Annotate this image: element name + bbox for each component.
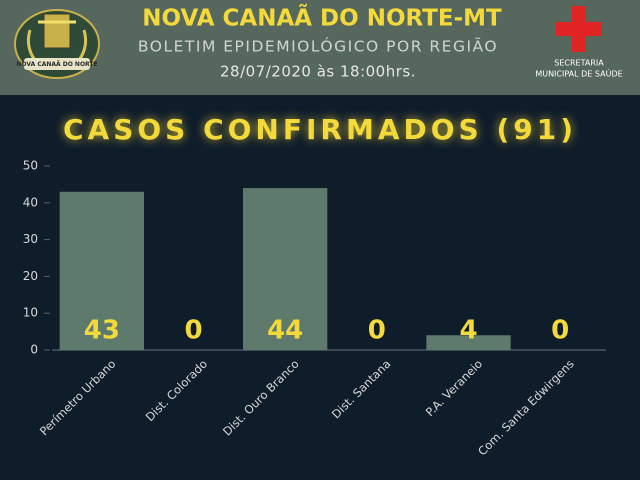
x-tick-label: Dist. Colorado bbox=[143, 357, 210, 424]
x-tick-label: Dist. Ouro Branco bbox=[220, 357, 302, 439]
y-tick-label: 50 bbox=[23, 159, 38, 173]
chart-title: CASOS CONFIRMADOS (91) bbox=[63, 113, 577, 146]
x-tick-label: P.A. Veraneio bbox=[423, 357, 485, 419]
header-date: 28/07/2020 às 18:00hrs. bbox=[220, 63, 416, 81]
y-tick-label: 30 bbox=[23, 232, 38, 246]
value-label: 0 bbox=[368, 316, 386, 346]
y-tick-label: 20 bbox=[23, 269, 38, 283]
x-tick-label: Dist. Santana bbox=[329, 357, 394, 422]
bar bbox=[243, 188, 328, 350]
secretaria-line2: MUNICIPAL DE SAÚDE bbox=[535, 68, 622, 79]
bar bbox=[426, 335, 511, 350]
header-title: NOVA CANAÃ DO NORTE-MT bbox=[142, 4, 502, 32]
y-tick-label: 10 bbox=[23, 306, 38, 320]
y-tick-label: 40 bbox=[23, 195, 38, 209]
x-tick-label: Com. Santa Edwirgens bbox=[475, 357, 577, 459]
header-band bbox=[0, 0, 640, 95]
value-label: 43 bbox=[84, 316, 120, 346]
value-label: 44 bbox=[267, 316, 303, 346]
x-tick-label: Perímetro Urbano bbox=[37, 357, 119, 439]
value-label: 0 bbox=[551, 316, 569, 346]
secretaria-line1: SECRETARIA bbox=[554, 59, 604, 68]
value-label: 0 bbox=[184, 316, 202, 346]
bar bbox=[59, 191, 144, 350]
red-cross bbox=[556, 6, 602, 52]
value-label: 4 bbox=[459, 316, 477, 346]
y-tick-label: 0 bbox=[30, 343, 38, 357]
header-subtitle: BOLETIM EPIDEMIOLÓGICO POR REGIÃO bbox=[138, 37, 498, 56]
logo-text: NOVA CANAÃ DO NORTE bbox=[16, 61, 97, 68]
logo: NOVA CANAÃ DO NORTE bbox=[14, 9, 100, 79]
